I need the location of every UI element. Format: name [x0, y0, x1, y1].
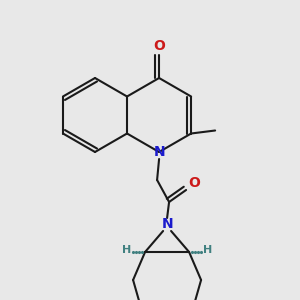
- Text: O: O: [188, 176, 200, 190]
- Text: N: N: [153, 145, 165, 159]
- Text: H: H: [203, 245, 212, 255]
- Text: O: O: [153, 39, 165, 53]
- Text: H: H: [122, 245, 131, 255]
- Text: N: N: [161, 217, 173, 231]
